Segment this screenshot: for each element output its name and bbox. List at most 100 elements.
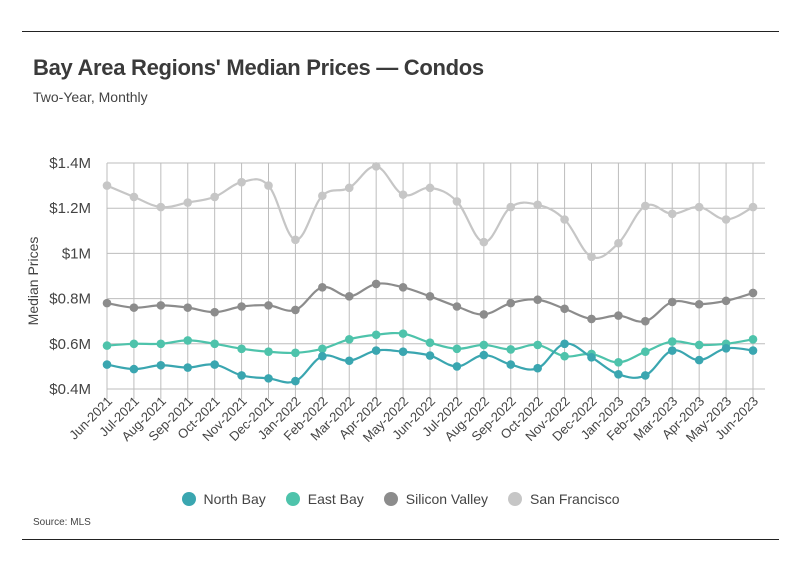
source-note: Source: MLS [33,517,91,528]
data-point-north-bay [721,344,731,353]
data-point-east-bay [425,338,435,347]
series-san-francisco [102,162,758,262]
data-point-north-bay [425,351,435,360]
data-point-san-francisco [452,197,462,206]
data-point-silicon-valley [614,311,623,320]
data-point-north-bay [398,347,408,357]
data-point-east-bay [129,339,139,349]
series-east-bay [102,329,758,367]
legend-item-east-bay: East Bay [285,491,364,507]
data-point-north-bay [237,371,246,380]
y-tick-label: $0.4M [49,381,91,398]
data-point-north-bay [748,346,758,355]
data-point-east-bay [694,340,704,350]
data-point-san-francisco [641,201,650,211]
data-point-north-bay [641,371,650,380]
data-point-san-francisco [371,162,381,171]
legend-item-silicon-valley: Silicon Valley [383,491,489,507]
data-point-east-bay [156,339,166,349]
chart-title: Bay Area Regions' Median Prices — Condos [33,55,484,80]
data-point-north-bay [452,362,462,371]
data-point-san-francisco [344,183,354,193]
data-point-east-bay [748,334,758,344]
legend-item-san-francisco: San Francisco [508,491,620,507]
data-point-silicon-valley [587,314,596,324]
data-point-east-bay [237,344,246,354]
series-silicon-valley [102,279,758,326]
data-point-san-francisco [506,202,516,212]
data-point-north-bay [506,360,516,369]
data-point-north-bay [129,364,139,374]
data-point-east-bay [183,336,193,345]
data-point-north-bay [344,356,354,366]
data-point-silicon-valley [694,299,704,309]
data-point-silicon-valley [721,296,731,306]
data-point-san-francisco [156,202,166,212]
data-point-east-bay [560,351,569,361]
data-point-north-bay [667,346,677,355]
data-point-east-bay [102,341,112,350]
data-point-north-bay [533,363,542,373]
data-point-north-bay [614,370,623,379]
data-point-san-francisco [694,202,704,212]
legend-swatch-east-bay [285,492,300,506]
data-point-silicon-valley [667,297,677,307]
x-tick-labels: Jun-2021Jul-2021Aug-2021Sep-2021Oct-2021… [66,394,761,445]
data-point-north-bay [371,346,381,355]
data-point-san-francisco [291,235,300,245]
data-point-silicon-valley [156,301,166,310]
data-point-san-francisco [237,177,246,187]
data-point-east-bay [291,348,300,358]
data-point-silicon-valley [264,301,273,310]
data-point-san-francisco [721,215,731,224]
legend: North Bay East Bay Silicon Valley San Franc… [0,491,801,507]
data-point-silicon-valley [318,283,327,292]
y-tick-label: $0.6M [49,336,91,353]
y-tick-label: $1.2M [49,200,91,217]
data-point-silicon-valley [506,298,516,308]
legend-swatch-silicon-valley [383,492,398,506]
data-point-silicon-valley [560,304,569,314]
legend-item-north-bay: North Bay [181,491,266,507]
legend-swatch-north-bay [181,492,196,506]
legend-label-east-bay: East Bay [307,491,364,507]
data-point-san-francisco [560,215,569,224]
top-rule [22,31,779,32]
data-point-north-bay [694,355,704,365]
data-point-san-francisco [318,191,327,201]
data-point-north-bay [560,339,569,349]
y-tick-label: $1M [62,245,91,262]
data-point-east-bay [318,344,327,354]
chart-subtitle: Two-Year, Monthly [33,89,148,105]
grid-lines [106,162,765,399]
data-point-north-bay [479,350,489,360]
data-point-san-francisco [425,183,435,193]
data-point-north-bay [156,360,166,370]
legend-label-san-francisco: San Francisco [530,491,620,507]
data-point-san-francisco [533,200,542,210]
data-point-north-bay [210,360,219,369]
data-point-north-bay [318,351,327,361]
data-point-silicon-valley [641,316,650,326]
data-point-east-bay [452,344,462,354]
data-point-san-francisco [129,192,139,202]
data-point-san-francisco [587,252,596,262]
data-point-east-bay [371,330,381,340]
legend-label-silicon-valley: Silicon Valley [405,491,489,507]
data-point-north-bay [183,363,193,372]
legend-swatch-san-francisco [508,492,523,506]
data-point-silicon-valley [533,295,542,305]
data-point-silicon-valley [371,279,381,289]
data-point-east-bay [479,340,489,350]
bottom-rule [22,539,779,540]
data-point-san-francisco [614,238,623,248]
data-point-north-bay [587,353,596,362]
y-tick-label: $1.4M [49,155,91,172]
data-point-east-bay [533,340,542,350]
data-point-silicon-valley [344,292,354,301]
data-point-north-bay [291,376,300,386]
data-point-east-bay [667,337,677,346]
data-point-east-bay [614,358,623,367]
data-point-east-bay [210,339,219,349]
